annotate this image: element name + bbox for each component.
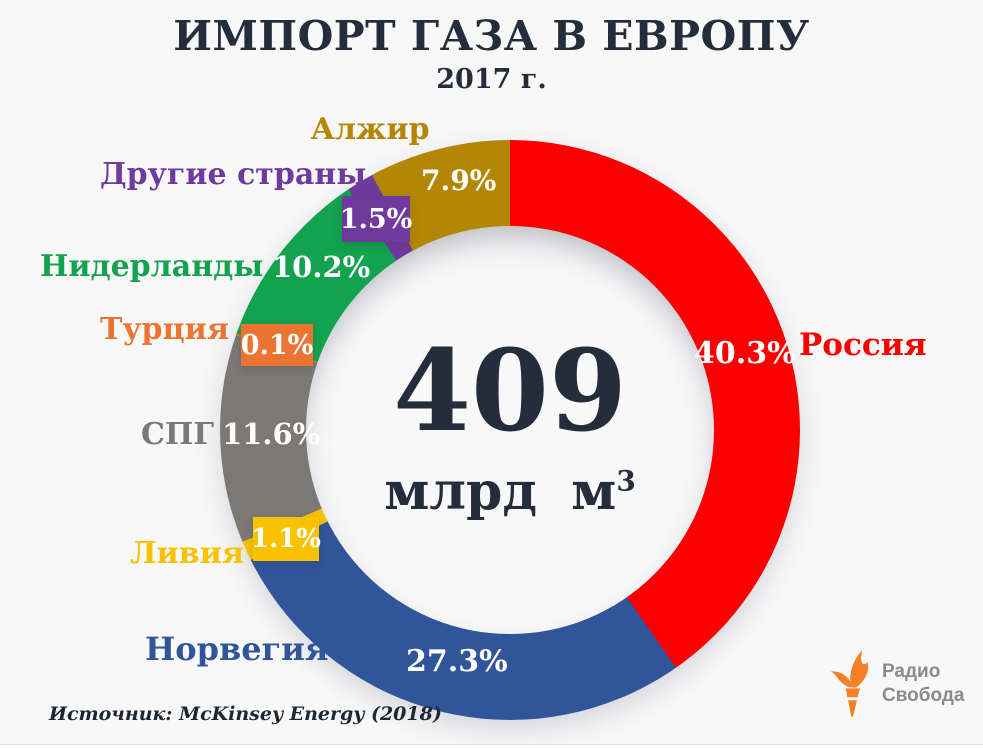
- segment-label-others: Другие страны: [100, 157, 367, 192]
- source-note: Источник: McKinsey Energy (2018): [49, 703, 442, 725]
- segment-badge-libya: 1.1%: [251, 517, 321, 561]
- segment-badge-turkey: 0.1%: [241, 324, 313, 366]
- segment-label-lng: СПГ: [141, 417, 214, 452]
- segment-pct-russia: 40.3%: [694, 336, 796, 371]
- torch-icon: [830, 649, 869, 717]
- segment-badge-others: 1.5%: [340, 196, 412, 242]
- segment-pct-algeria: 7.9%: [421, 164, 497, 197]
- segment-pct-norway: 27.3%: [406, 644, 508, 679]
- segment-label-norway: Норвегия: [145, 630, 329, 668]
- logo-text: Радио Свобода: [882, 660, 964, 708]
- donut-hole: 409 млрд м3: [306, 226, 714, 634]
- segment-pct-lng: 11.6%: [222, 417, 321, 451]
- radio-svoboda-logo: Радио Свобода: [830, 648, 964, 720]
- logo-text-line2: Свобода: [882, 685, 965, 706]
- page-title: ИМПОРТ ГАЗА В ЕВРОПУ: [173, 12, 810, 60]
- subtitle-year: 2017 г.: [436, 64, 547, 95]
- bottom-border: [0, 744, 983, 748]
- total-unit-superscript: 3: [616, 465, 636, 499]
- segment-label-russia: Россия: [799, 327, 927, 363]
- segment-label-turkey: Турция: [100, 312, 230, 347]
- donut-chart: 409 млрд м3: [220, 140, 800, 720]
- total-value: 409: [393, 325, 627, 457]
- logo-text-line1: Радио: [882, 661, 941, 683]
- segment-label-algeria: Алжир: [310, 112, 430, 147]
- segment-label-netherlands: Нидерланды: [40, 249, 264, 284]
- segment-pct-netherlands: 10.2%: [272, 250, 371, 284]
- segment-label-libya: Ливия: [130, 536, 245, 571]
- total-unit: млрд м3: [384, 466, 636, 518]
- total-unit-text: млрд м: [384, 461, 617, 523]
